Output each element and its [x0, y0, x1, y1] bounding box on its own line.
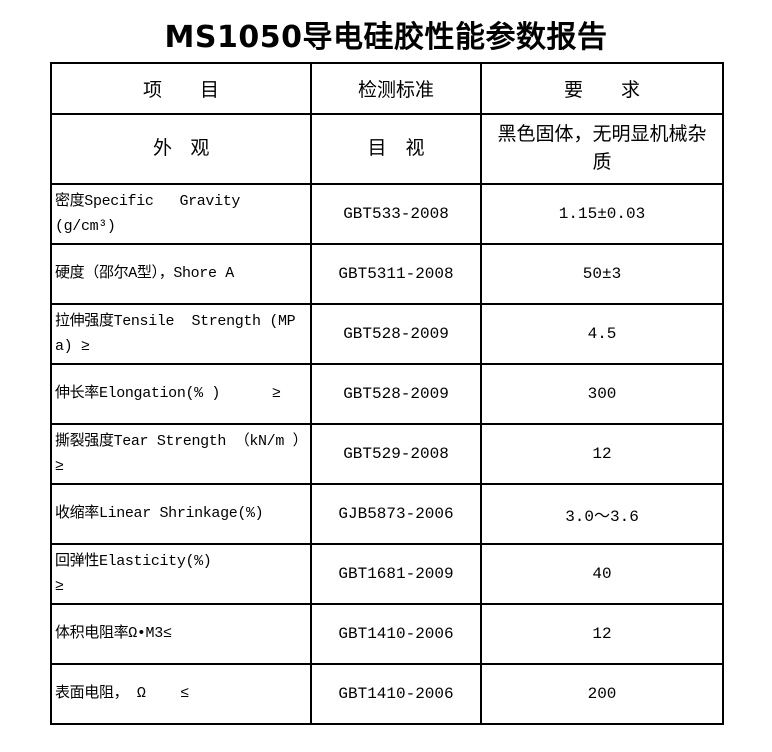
standard-cell: 目 视: [310, 113, 482, 185]
item-cell: 拉伸强度Tensile Strength (MPa) ≥: [50, 303, 312, 365]
item-cell: 外 观: [50, 113, 312, 185]
table-row-linear-shrinkage: 收缩率Linear Shrinkage(%) GJB5873-2006 3.0～…: [50, 483, 724, 545]
column-header-standard: 检测标准: [310, 62, 482, 115]
table-row-hardness: 硬度（邵尔A型），Shore A GBT5311-2008 50±3: [50, 243, 724, 305]
item-cell: 体积电阻率Ω•M3≤: [50, 603, 312, 665]
standard-cell: GBT529-2008: [310, 423, 482, 485]
requirement-cell: 50±3: [480, 243, 724, 305]
requirement-cell: 3.0～3.6: [480, 483, 724, 545]
requirement-cell: 40: [480, 543, 724, 605]
standard-cell: GBT528-2009: [310, 303, 482, 365]
standard-cell: GBT1681-2009: [310, 543, 482, 605]
parameters-table: 项 目 检测标准 要 求 外 观 目 视 黑色固体，无明显机械杂 质 密度Spe…: [50, 62, 724, 725]
table-row-tear-strength: 撕裂强度Tear Strength （kN/m ）≥ GBT529-2008 1…: [50, 423, 724, 485]
table-row-volume-resistivity: 体积电阻率Ω•M3≤ GBT1410-2006 12: [50, 603, 724, 665]
standard-cell: GBT528-2009: [310, 363, 482, 425]
requirement-cell: 12: [480, 423, 724, 485]
table-row-surface-resistance: 表面电阻， Ω ≤ GBT1410-2006 200: [50, 663, 724, 725]
item-cell: 硬度（邵尔A型），Shore A: [50, 243, 312, 305]
table-header-row: 项 目 检测标准 要 求: [50, 62, 724, 115]
standard-cell: GBT533-2008: [310, 183, 482, 245]
item-cell: 回弹性Elasticity(%) ≥: [50, 543, 312, 605]
requirement-cell: 200: [480, 663, 724, 725]
item-cell: 表面电阻， Ω ≤: [50, 663, 312, 725]
column-header-item: 项 目: [50, 62, 312, 115]
standard-cell: GBT1410-2006: [310, 603, 482, 665]
standard-cell: GBT5311-2008: [310, 243, 482, 305]
standard-cell: GBT1410-2006: [310, 663, 482, 725]
requirement-cell: 黑色固体，无明显机械杂 质: [480, 113, 724, 185]
requirement-cell: 4.5: [480, 303, 724, 365]
table-row-appearance: 外 观 目 视 黑色固体，无明显机械杂 质: [50, 113, 724, 185]
requirement-cell: 12: [480, 603, 724, 665]
table-row-density: 密度Specific Gravity (g/cm³) GBT533-2008 1…: [50, 183, 724, 245]
item-cell: 伸长率Elongation(% ) ≥: [50, 363, 312, 425]
standard-cell: GJB5873-2006: [310, 483, 482, 545]
column-header-requirement: 要 求: [480, 62, 724, 115]
table-row-elasticity: 回弹性Elasticity(%) ≥ GBT1681-2009 40: [50, 543, 724, 605]
item-cell: 密度Specific Gravity (g/cm³): [50, 183, 312, 245]
requirement-cell: 300: [480, 363, 724, 425]
requirement-cell: 1.15±0.03: [480, 183, 724, 245]
item-cell: 撕裂强度Tear Strength （kN/m ）≥: [50, 423, 312, 485]
table-row-elongation: 伸长率Elongation(% ) ≥ GBT528-2009 300: [50, 363, 724, 425]
table-row-tensile-strength: 拉伸强度Tensile Strength (MPa) ≥ GBT528-2009…: [50, 303, 724, 365]
item-cell: 收缩率Linear Shrinkage(%): [50, 483, 312, 545]
report-title: MS1050导电硅胶性能参数报告: [164, 20, 608, 55]
